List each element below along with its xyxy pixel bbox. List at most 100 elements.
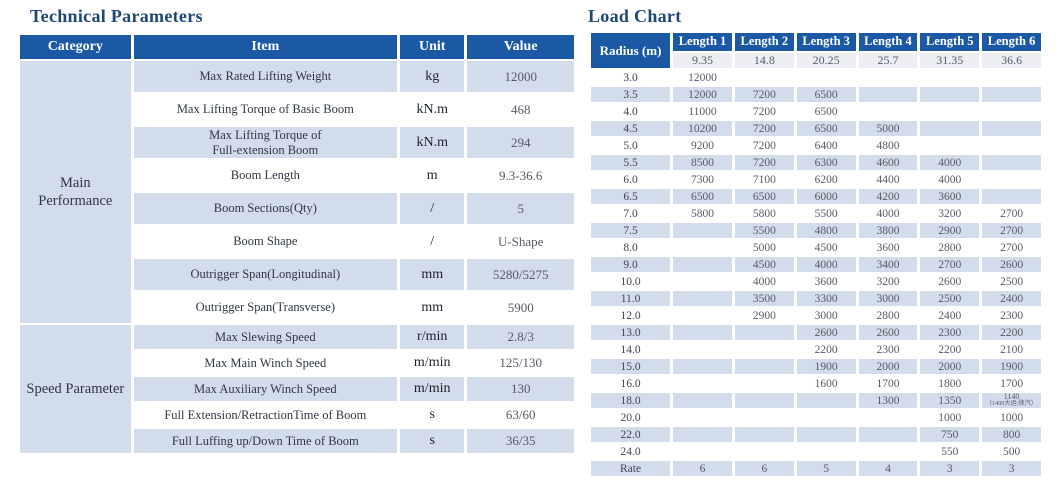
table-row: 4.0 11000 7200 6500: [591, 104, 1041, 119]
radius-cell: 8.0: [591, 240, 671, 255]
load-cell: 500: [982, 444, 1041, 459]
load-cell: [673, 342, 732, 357]
load-cell: 11000: [673, 104, 732, 119]
load-cell: 750: [920, 427, 980, 442]
load-cell: 7200: [734, 87, 794, 102]
table-row: 6.0 7300 7100 6200 4400 4000: [591, 172, 1041, 187]
load-cell: [982, 138, 1041, 153]
item-cell: Full Luffing up/Down Time of Boom: [133, 429, 398, 453]
load-cell: 6300: [796, 155, 856, 170]
load-cell: 3200: [858, 274, 918, 289]
load-cell: 2500: [920, 291, 980, 306]
load-cell: 2900: [734, 308, 794, 323]
load-cell: 4800: [858, 138, 918, 153]
load-cell: 5800: [673, 206, 732, 221]
unit-cell: mm: [400, 292, 465, 323]
unit-cell: s: [400, 429, 465, 453]
table-row: Boom Shape / U-Shape: [20, 226, 574, 257]
table-row: Max Lifting Torque of Basic Boom kN.m 468: [20, 94, 574, 125]
load-cell: [920, 121, 980, 136]
radius-cell: 10.0: [591, 274, 671, 289]
load-chart-table: Radius (m) Length 1 Length 2 Length 3 Length…: [588, 31, 1044, 478]
column-header: Length 3: [796, 33, 856, 51]
load-cell: 4000: [796, 257, 856, 272]
load-cell: [982, 87, 1041, 102]
load-cell: [982, 70, 1041, 85]
load-cell: [734, 393, 794, 408]
table-row: Max Lifting Torque of Full-extension Boo…: [20, 127, 574, 158]
table-row: 15.0 1900 2000 2000 1900: [591, 359, 1041, 374]
load-cell: 3000: [858, 291, 918, 306]
load-cell: 4000: [858, 206, 918, 221]
table-row: 3.0 12000: [591, 70, 1041, 85]
load-cell: [796, 444, 856, 459]
load-cell: 7200: [734, 121, 794, 136]
radius-cell: 11.0: [591, 291, 671, 306]
load-cell: 1800: [920, 376, 980, 391]
table-row: 13.0 2600 2600 2300 2200: [591, 325, 1041, 340]
load-cell: 2800: [858, 308, 918, 323]
load-cell: [858, 87, 918, 102]
radius-cell: 6.0: [591, 172, 671, 187]
load-cell: [673, 427, 732, 442]
table-row: 11.0 3500 3300 3000 2500 2400: [591, 291, 1041, 306]
radius-cell: 5.0: [591, 138, 671, 153]
load-cell: [734, 342, 794, 357]
radius-cell: 5.5: [591, 155, 671, 170]
load-cell: 7200: [734, 155, 794, 170]
column-header: Length 1: [673, 33, 732, 51]
load-cell: [858, 104, 918, 119]
value-cell: 2.8/3: [467, 325, 574, 349]
load-cell: 1300: [858, 393, 918, 408]
load-cell: [734, 444, 794, 459]
load-cell: [796, 410, 856, 425]
item-cell: Max Auxiliary Winch Speed: [133, 377, 398, 401]
load-cell: [734, 410, 794, 425]
load-cell: 2400: [982, 291, 1041, 306]
radius-cell: 7.5: [591, 223, 671, 238]
table-row: 5.5 8500 7200 6300 4600 4000: [591, 155, 1041, 170]
radius-cell: 15.0: [591, 359, 671, 374]
value-cell: 125/130: [467, 351, 574, 375]
radius-cell: 12.0: [591, 308, 671, 323]
load-cell: 1600: [796, 376, 856, 391]
radius-cell: 22.0: [591, 427, 671, 442]
load-note-sub: （1400大运/陕汽）: [986, 400, 1038, 408]
table-row: 6.5 6500 6500 6000 4200 3600: [591, 189, 1041, 204]
load-cell: 3400: [858, 257, 918, 272]
unit-cell: /: [400, 193, 465, 224]
load-cell: 2400: [920, 308, 980, 323]
load-cell: [673, 444, 732, 459]
radius-cell: 14.0: [591, 342, 671, 357]
boom-length-cell: 31.35: [920, 52, 980, 68]
table-row: 12.0 2900 3000 2800 2400 2300: [591, 308, 1041, 323]
table-row: 24.0 550 500: [591, 444, 1041, 459]
load-cell: 1700: [858, 376, 918, 391]
load-cell: 3600: [796, 274, 856, 289]
load-cell: 1000: [982, 410, 1041, 425]
load-cell: [858, 410, 918, 425]
column-header: Length 5: [920, 33, 980, 51]
radius-header: Radius (m): [591, 33, 671, 68]
load-cell: [982, 172, 1041, 187]
table-row: 22.0 750 800: [591, 427, 1041, 442]
radius-cell: 18.0: [591, 393, 671, 408]
table-row: 3.5 12000 7200 6500: [591, 87, 1041, 102]
radius-cell: 13.0: [591, 325, 671, 340]
load-cell: [673, 257, 732, 272]
load-cell: [673, 308, 732, 323]
table-row: Outrigger Span(Transverse) mm 5900: [20, 292, 574, 323]
load-cell: [982, 189, 1041, 204]
table-row: 20.0 1000 1000: [591, 410, 1041, 425]
load-cell: 6500: [796, 87, 856, 102]
load-cell: 2200: [982, 325, 1041, 340]
column-header: Value: [467, 35, 574, 59]
table-row: 7.0 5800 5800 5500 4000 3200 2700: [591, 206, 1041, 221]
value-cell: U-Shape: [467, 226, 574, 257]
table-row: Full Extension/RetractionTime of Boom s 63…: [20, 403, 574, 427]
load-cell: [920, 87, 980, 102]
load-cell: [796, 393, 856, 408]
table-row: Full Luffing up/Down Time of Boom s 36/35: [20, 429, 574, 453]
load-cell: 7100: [734, 172, 794, 187]
table-row: 7.5 5500 4800 3800 2900 2700: [591, 223, 1041, 238]
